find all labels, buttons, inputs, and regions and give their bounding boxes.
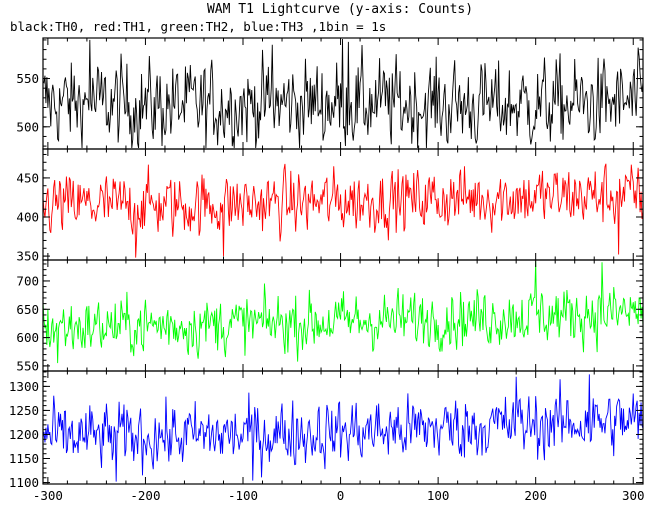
y-tick-label: 400 [16,210,39,225]
series-line-th1 [43,163,643,258]
panel-th1: 350 400 450 [16,148,644,264]
y-tick-label: 700 [16,273,39,288]
y-tick-label: 550 [16,71,39,86]
chart-title: WAM T1 Lightcurve (y-axis: Counts) [207,2,473,17]
x-tick-label: -300 [33,488,63,503]
panel-th2: 550 600 650 700 [16,259,644,373]
y-tick-label: 1150 [9,451,39,466]
x-tick-label: -200 [130,488,160,503]
y-tick-label: 1300 [9,379,39,394]
panels-group: 5005503504004505506006507001100115012001… [9,37,645,503]
x-tick-label: -100 [228,488,258,503]
y-tick-label: 650 [16,302,39,317]
x-tick-label: 200 [524,488,547,503]
y-tick-label: 500 [16,119,39,134]
x-tick-label: 0 [337,488,345,503]
y-tick-label: 1250 [9,403,39,418]
panel-frame [42,370,644,485]
series-line-th3 [43,374,643,482]
panel-th0: 500 550 [16,37,644,150]
y-tick-label: 450 [16,170,39,185]
y-tick-label: 1200 [9,427,39,442]
chart-subtitle: black:TH0, red:TH1, green:TH2, blue:TH3 … [10,19,386,34]
series-line-th2 [43,261,643,364]
y-tick-label: 350 [16,249,39,264]
y-tick-label: 1100 [9,475,39,490]
y-tick-label: 550 [16,358,39,373]
series-line-th0 [43,38,643,149]
panel-th3: 1100 1150 1200 1250 1300 -300 -200 -100 0 100 200 3… [9,370,645,503]
x-tick-label: 300 [622,488,645,503]
y-tick-label: 600 [16,330,39,345]
panel-frame [42,148,644,261]
x-tick-label: 100 [427,488,450,503]
